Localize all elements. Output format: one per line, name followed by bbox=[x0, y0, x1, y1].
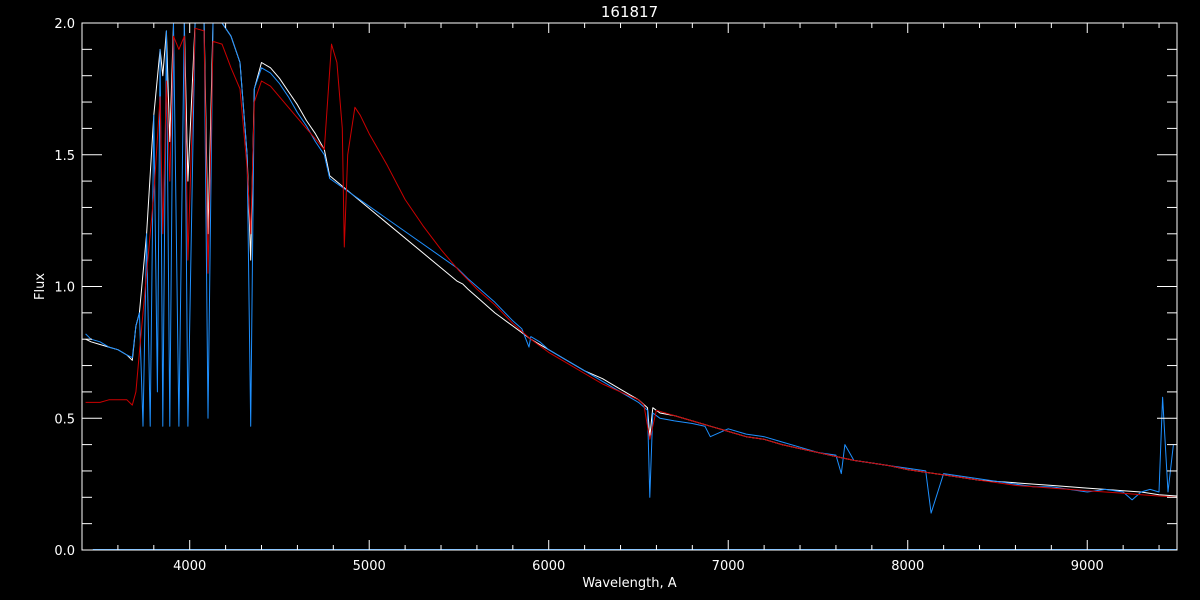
y-tick-label: 0.5 bbox=[54, 412, 75, 427]
series-line-2 bbox=[85, 27, 1178, 498]
x-tick-label: 8000 bbox=[891, 559, 924, 574]
x-tick-label: 4000 bbox=[173, 559, 206, 574]
y-tick-label: 0.0 bbox=[54, 544, 75, 559]
x-axis-label: Wavelength, A bbox=[582, 576, 676, 591]
y-tick-label: 1.0 bbox=[54, 281, 75, 296]
chart-title: 161817 bbox=[601, 3, 658, 21]
plot-frame bbox=[81, 22, 1178, 551]
y-axis-label: Flux bbox=[33, 273, 48, 300]
x-tick-label: 6000 bbox=[532, 559, 565, 574]
y-tick-label: 2.0 bbox=[54, 17, 75, 32]
x-tick-label: 9000 bbox=[1071, 559, 1104, 574]
x-tick-label: 7000 bbox=[712, 559, 745, 574]
tick-layer: 4000 5000 6000 7000 8000 9000 0.0 0.5 1.0 1.5 2.0 bbox=[54, 17, 1177, 574]
y-tick-label: 1.5 bbox=[54, 149, 75, 164]
x-tick-label: 5000 bbox=[353, 559, 386, 574]
